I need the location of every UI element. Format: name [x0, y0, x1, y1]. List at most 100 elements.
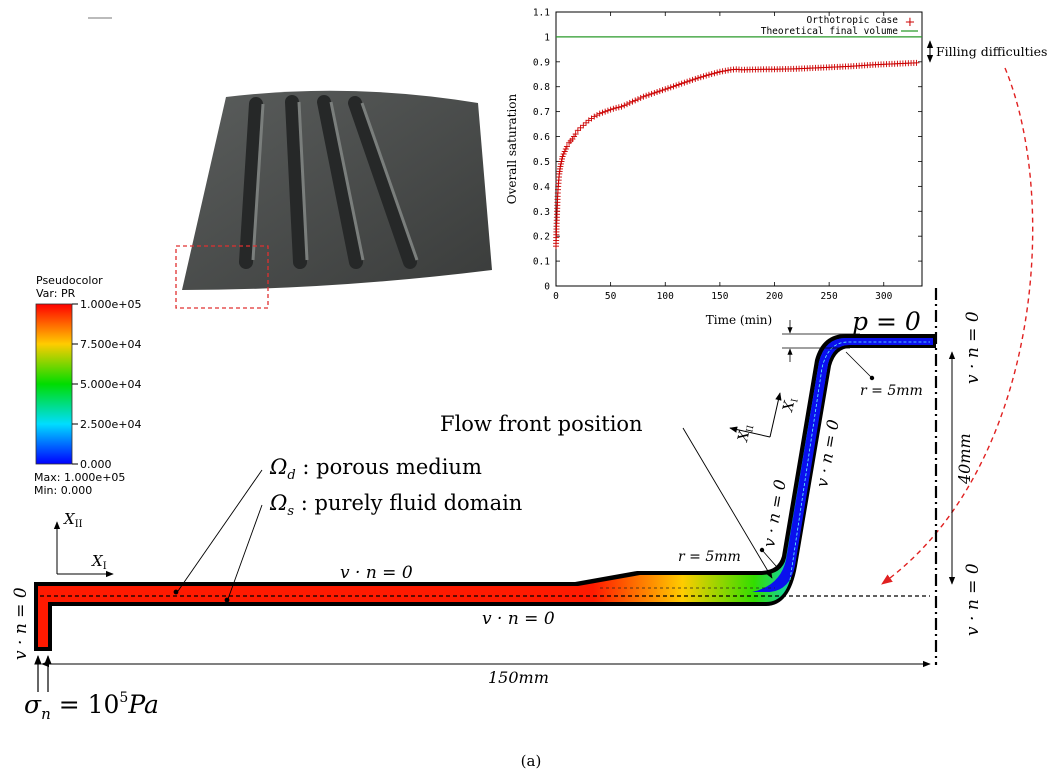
bc-top-horizontal: v · n = 0	[340, 563, 413, 583]
bc-symmetry-bottom: v · n = 0	[963, 563, 983, 636]
outlet-pressure-label: p = 0	[852, 307, 921, 336]
filling-difficulties-label: Filling difficulties	[936, 44, 1047, 59]
y-tick-label: 1	[544, 32, 550, 43]
data-point	[700, 73, 707, 80]
local-axis-XII-arrow	[729, 426, 771, 438]
colorbar: Pseudocolor Var: PR 1.000e+05 7.500e+04 5.…	[34, 274, 141, 497]
data-point	[675, 81, 682, 88]
data-point	[656, 88, 663, 95]
data-point	[580, 122, 587, 129]
photo-highlight-box	[175, 245, 269, 309]
data-point	[602, 108, 609, 115]
x-tick-label: 50	[605, 291, 617, 302]
data-point	[643, 92, 650, 99]
filling-difficulties-link-arrow	[881, 67, 1034, 585]
local-axis-XII-label: XII	[735, 422, 756, 444]
flow-front-leader	[682, 427, 773, 579]
axis-XII-label: XII	[63, 510, 83, 530]
thickness-dimension	[782, 320, 860, 362]
geometry-diagram: XII XI XI XII r = 5mm r = 5mm	[11, 288, 983, 723]
omega-s-dot	[224, 597, 230, 603]
radius-bottom: r = 5mm	[678, 547, 777, 567]
part-rib-hl-3	[329, 101, 365, 261]
colorbar-var: Var: PR	[36, 287, 76, 300]
colorbar-tick-label: 5.000e+04	[80, 378, 141, 391]
y-tick-label: 0.1	[533, 257, 550, 268]
legend-marker-orthotropic: +	[905, 15, 916, 30]
local-axis-XI-label: XI	[780, 396, 801, 414]
radius-top: r = 5mm	[845, 351, 923, 399]
part-rib-4	[348, 96, 417, 269]
data-point	[703, 72, 710, 79]
part-rib-hl-1	[251, 103, 265, 261]
data-point	[695, 75, 702, 82]
data-point	[596, 110, 603, 117]
y-tick-label: 0.9	[533, 57, 550, 68]
data-point	[722, 67, 729, 74]
y-tick-label: 1.1	[533, 8, 550, 19]
omega-s-leader	[227, 504, 263, 600]
data-point	[716, 68, 723, 75]
data-point	[640, 93, 647, 100]
data-point	[714, 69, 721, 76]
local-axes: XI XII	[729, 392, 801, 444]
data-point	[686, 77, 693, 84]
part-rib-3	[317, 95, 363, 269]
y-tick-label: 0.8	[533, 82, 550, 93]
bc-symmetry-top: v · n = 0	[963, 311, 983, 384]
omega-d-label: Ωd : porous medium	[269, 455, 482, 483]
y-tick-label: 0.5	[533, 157, 550, 168]
y-tick-label: 0.2	[533, 232, 550, 243]
colorbar-gradient	[35, 303, 73, 465]
data-point	[913, 59, 920, 66]
part-ribs	[239, 95, 417, 269]
data-point	[629, 98, 636, 105]
data-point	[692, 75, 699, 82]
part-rib-highlights	[251, 101, 419, 261]
data-point	[634, 96, 641, 103]
data-point	[572, 131, 579, 138]
data-point	[651, 89, 658, 96]
data-point	[558, 158, 565, 165]
legend-label-orthotropic: Orthotropic case	[806, 15, 898, 26]
data-point	[684, 78, 691, 85]
colorbar-tick-label: 0.000	[80, 458, 112, 471]
y-ticks: 0 0.1 0.2 0.3 0.4 0.5 0.6 0.7 0.8 0.9 1 1.1	[533, 8, 922, 293]
data-point	[563, 143, 570, 150]
global-axes: XII XI	[53, 510, 114, 578]
y-tick-label: 0.6	[533, 132, 550, 143]
data-point	[593, 112, 600, 119]
data-point	[613, 104, 620, 111]
omega-s-label: Ωs : purely fluid domain	[269, 491, 522, 519]
radius-top-label: r = 5mm	[860, 383, 923, 399]
colorbar-max: Max: 1.000e+05	[34, 471, 125, 484]
x-tick-label: 0	[553, 291, 559, 302]
data-point	[621, 102, 628, 109]
colorbar-tick-label: 1.000e+05	[80, 298, 141, 311]
data-point	[708, 71, 715, 78]
y-tick-label: 0.3	[533, 207, 550, 218]
radius-bottom-leader	[761, 549, 777, 567]
y-axis-label: Overall saturation	[505, 93, 519, 204]
data-point	[648, 90, 655, 97]
y-tick-label: 0.4	[533, 182, 550, 193]
data-point	[705, 71, 712, 78]
colorbar-title: Pseudocolor	[36, 274, 103, 287]
data-point	[615, 104, 622, 111]
flow-front-label: Flow front position	[440, 412, 643, 436]
data-point	[561, 148, 568, 155]
data-point	[711, 70, 718, 77]
data-point	[725, 67, 732, 74]
data-point	[626, 99, 633, 106]
data-point	[664, 85, 671, 92]
domain-ramp-front	[752, 338, 933, 592]
data-point	[610, 105, 617, 112]
colorbar-min: Min: 0.000	[34, 484, 92, 497]
colorbar-tick-label: 2.500e+04	[80, 418, 141, 431]
dim-150-label: 150mm	[488, 668, 549, 687]
data-point	[557, 163, 564, 170]
data-point	[559, 155, 566, 162]
radius-bottom-label: r = 5mm	[678, 549, 741, 565]
data-point	[562, 146, 569, 152]
filling-difficulties-annotation: Filling difficulties	[926, 40, 1047, 63]
